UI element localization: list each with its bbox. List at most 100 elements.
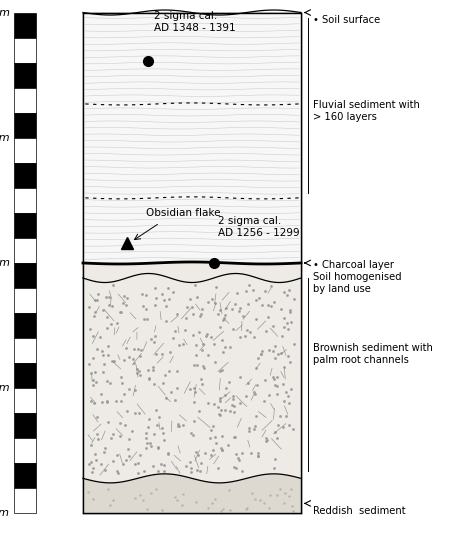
Point bbox=[147, 334, 155, 343]
Point bbox=[277, 349, 285, 358]
Point bbox=[286, 306, 294, 315]
Point bbox=[242, 392, 249, 401]
Point bbox=[173, 384, 181, 393]
Point bbox=[91, 368, 99, 377]
Point bbox=[153, 420, 161, 429]
Point bbox=[178, 500, 185, 509]
Point bbox=[242, 505, 250, 514]
Point bbox=[214, 463, 221, 472]
Point bbox=[197, 311, 204, 320]
Point bbox=[194, 451, 202, 460]
Point bbox=[216, 322, 224, 331]
Point bbox=[93, 296, 101, 305]
Point bbox=[273, 491, 281, 500]
Point bbox=[285, 421, 293, 430]
Point bbox=[161, 460, 168, 469]
Point bbox=[139, 495, 147, 504]
Point bbox=[189, 303, 196, 312]
Point bbox=[150, 380, 157, 388]
Point bbox=[255, 294, 263, 302]
Point bbox=[110, 356, 118, 365]
Point bbox=[86, 325, 93, 333]
Point bbox=[201, 448, 209, 457]
Point bbox=[192, 498, 200, 506]
Point bbox=[191, 387, 199, 396]
Point bbox=[173, 496, 181, 505]
Text: 1m: 1m bbox=[0, 258, 10, 268]
Point bbox=[142, 304, 150, 313]
Point bbox=[221, 343, 229, 352]
Point bbox=[281, 287, 288, 296]
Point bbox=[132, 460, 139, 468]
Point bbox=[108, 357, 116, 366]
Bar bbox=[14, 488, 36, 514]
Point bbox=[95, 289, 102, 298]
Point bbox=[85, 303, 92, 312]
Point bbox=[230, 408, 238, 417]
Point bbox=[281, 499, 288, 507]
Point bbox=[271, 455, 279, 464]
Point bbox=[118, 378, 126, 387]
Point bbox=[269, 372, 276, 381]
Point bbox=[140, 466, 148, 475]
Point bbox=[92, 456, 100, 464]
Point bbox=[89, 331, 97, 340]
Point bbox=[96, 332, 104, 341]
Point bbox=[211, 358, 219, 366]
Point bbox=[103, 312, 111, 321]
Point bbox=[151, 300, 158, 309]
Point bbox=[214, 310, 222, 318]
Point bbox=[245, 300, 252, 309]
Point bbox=[145, 374, 153, 382]
Point bbox=[187, 294, 194, 303]
Point bbox=[227, 407, 234, 415]
Point bbox=[103, 376, 111, 385]
Point bbox=[211, 433, 219, 441]
Point bbox=[197, 459, 205, 468]
Point bbox=[175, 340, 183, 349]
Bar bbox=[14, 263, 36, 288]
Point bbox=[164, 450, 172, 458]
Point bbox=[143, 438, 151, 447]
Point bbox=[172, 493, 179, 502]
Point bbox=[276, 484, 284, 493]
Point bbox=[221, 405, 229, 414]
Point bbox=[155, 444, 162, 452]
Point bbox=[108, 301, 116, 310]
Point bbox=[113, 466, 121, 475]
Point bbox=[228, 304, 236, 313]
Point bbox=[171, 396, 179, 404]
Point bbox=[287, 485, 294, 494]
Point bbox=[128, 426, 136, 435]
Point bbox=[239, 311, 247, 320]
Point bbox=[126, 353, 133, 361]
Point bbox=[146, 414, 153, 423]
Bar bbox=[14, 363, 36, 388]
Point bbox=[162, 317, 170, 326]
Point bbox=[87, 369, 94, 377]
Point bbox=[280, 396, 287, 405]
Point bbox=[122, 343, 129, 352]
Point bbox=[273, 390, 281, 398]
Point bbox=[195, 328, 202, 337]
Bar bbox=[14, 463, 36, 488]
Point bbox=[117, 308, 124, 317]
Point bbox=[285, 285, 292, 294]
Point bbox=[252, 412, 260, 420]
Bar bbox=[14, 388, 36, 413]
Point bbox=[147, 442, 155, 451]
Text: 2 sigma cal.
AD 1348 - 1391: 2 sigma cal. AD 1348 - 1391 bbox=[154, 11, 236, 33]
Point bbox=[103, 324, 111, 333]
Point bbox=[236, 303, 243, 312]
Point bbox=[191, 383, 198, 392]
Point bbox=[119, 460, 127, 468]
Text: 0,5m: 0,5m bbox=[0, 133, 10, 143]
Point bbox=[145, 375, 153, 383]
Point bbox=[157, 460, 164, 468]
Point bbox=[162, 301, 170, 310]
Point bbox=[238, 467, 246, 476]
Point bbox=[129, 354, 137, 363]
Point bbox=[198, 374, 205, 383]
Point bbox=[179, 489, 187, 498]
Point bbox=[251, 422, 259, 431]
